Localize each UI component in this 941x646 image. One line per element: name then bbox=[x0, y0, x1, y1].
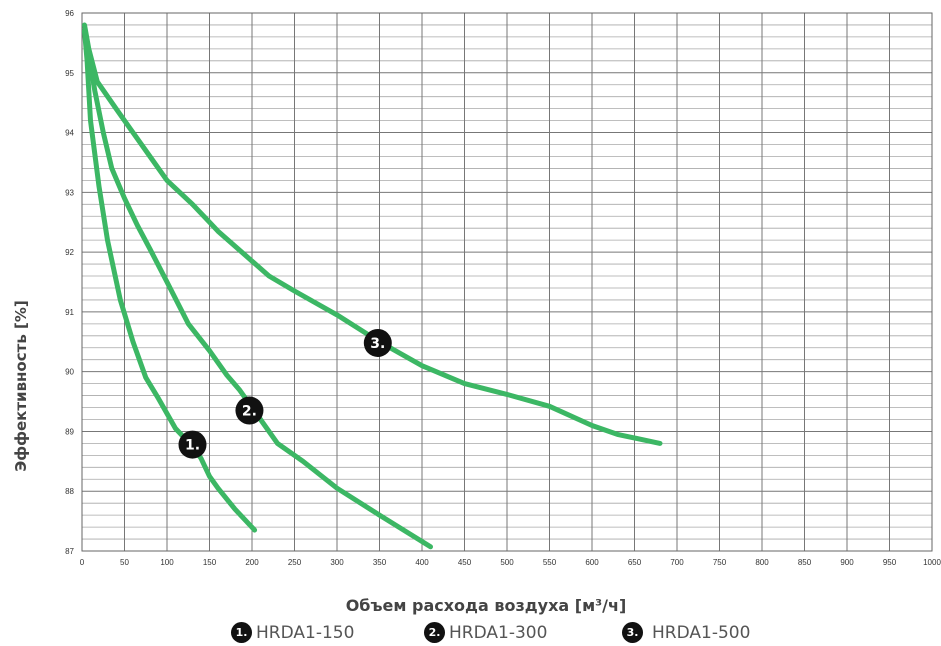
plot-frame bbox=[81, 12, 933, 552]
x-tick-label: 750 bbox=[713, 558, 727, 567]
y-tick-label: 88 bbox=[65, 487, 74, 496]
series-line-2 bbox=[82, 28, 433, 550]
y-tick-label: 91 bbox=[65, 308, 74, 317]
legend-item-3: 3. HRDA1-500 bbox=[622, 622, 750, 643]
y-axis-ticks: 87 88 89 90 91 92 93 94 95 96 bbox=[65, 9, 74, 556]
x-tick-label: 550 bbox=[543, 558, 557, 567]
x-tick-label: 250 bbox=[288, 558, 302, 567]
x-tick-label: 850 bbox=[798, 558, 812, 567]
series-marker-1 bbox=[178, 430, 207, 459]
legend-badge-2: 2. bbox=[424, 622, 445, 643]
y-tick-label: 92 bbox=[65, 248, 74, 257]
legend-item-2: 2. HRDA1-300 bbox=[424, 622, 547, 643]
grid bbox=[81, 12, 933, 552]
x-tick-label: 1000 bbox=[923, 558, 941, 567]
series-marker-2 bbox=[235, 396, 264, 425]
x-tick-label: 100 bbox=[160, 558, 174, 567]
y-axis-title: Эффективность [%] bbox=[12, 300, 30, 472]
x-tick-label: 500 bbox=[500, 558, 514, 567]
series-markers: 1. 2. 3. bbox=[178, 328, 392, 459]
y-tick-label: 90 bbox=[65, 368, 74, 377]
x-axis-ticks: 0 50 100 150 200 250 300 350 400 450 500 550 600 650 7… bbox=[80, 558, 941, 567]
y-tick-label: 95 bbox=[65, 69, 74, 78]
series-lines bbox=[82, 22, 663, 550]
x-tick-label: 350 bbox=[373, 558, 387, 567]
series-marker-label-2: 2. bbox=[242, 404, 257, 420]
legend-label-2: HRDA1-300 bbox=[449, 622, 548, 643]
y-tick-label: 87 bbox=[65, 547, 74, 556]
series-marker-3 bbox=[363, 328, 392, 357]
x-tick-label: 600 bbox=[585, 558, 599, 567]
x-tick-label: 800 bbox=[755, 558, 769, 567]
x-tick-label: 50 bbox=[120, 558, 129, 567]
x-tick-label: 300 bbox=[330, 558, 344, 567]
x-tick-label: 700 bbox=[670, 558, 684, 567]
y-tick-label: 96 bbox=[65, 9, 74, 18]
x-tick-label: 450 bbox=[458, 558, 472, 567]
x-tick-label: 400 bbox=[415, 558, 429, 567]
y-tick-label: 94 bbox=[65, 129, 74, 138]
x-tick-label: 200 bbox=[245, 558, 259, 567]
y-tick-label: 89 bbox=[65, 427, 74, 436]
series-marker-label-3: 3. bbox=[370, 336, 385, 352]
series-marker-label-1: 1. bbox=[185, 438, 200, 454]
legend-badge-1: 1. bbox=[231, 622, 252, 643]
x-tick-label: 900 bbox=[840, 558, 854, 567]
x-tick-label: 650 bbox=[628, 558, 642, 567]
x-tick-label: 950 bbox=[883, 558, 897, 567]
series-line-1 bbox=[82, 28, 258, 533]
legend-item-1: 1. HRDA1-150 bbox=[231, 622, 354, 643]
legend: 1. HRDA1-150 2. HRDA1-300 3. HRDA1-500 bbox=[0, 622, 941, 646]
x-tick-label: 150 bbox=[203, 558, 217, 567]
legend-badge-3: 3. bbox=[622, 622, 643, 643]
x-axis-title: Объем расхода воздуха [м³/ч] bbox=[346, 596, 627, 615]
legend-label-3: HRDA1-500 bbox=[652, 622, 751, 643]
x-tick-label: 0 bbox=[80, 558, 85, 567]
series-line-3 bbox=[82, 22, 663, 446]
y-tick-label: 93 bbox=[65, 188, 74, 197]
legend-label-1: HRDA1-150 bbox=[256, 622, 355, 643]
